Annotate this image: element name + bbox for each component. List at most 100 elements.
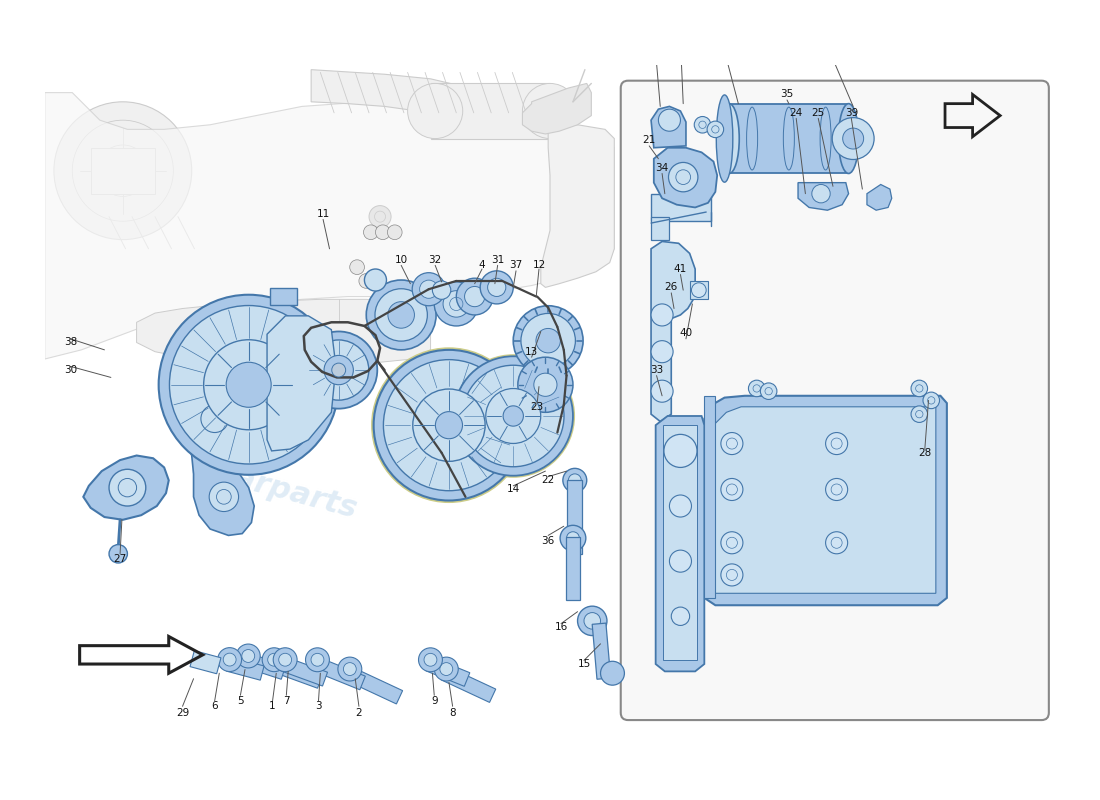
Circle shape bbox=[464, 286, 485, 306]
Polygon shape bbox=[656, 416, 704, 671]
Text: 5: 5 bbox=[238, 696, 244, 706]
Circle shape bbox=[209, 482, 239, 511]
Ellipse shape bbox=[719, 104, 739, 174]
Circle shape bbox=[350, 260, 364, 274]
Circle shape bbox=[462, 366, 564, 466]
Polygon shape bbox=[566, 538, 580, 600]
Circle shape bbox=[242, 650, 255, 662]
Circle shape bbox=[664, 434, 697, 467]
Bar bbox=[90, 148, 155, 194]
Text: 22: 22 bbox=[541, 475, 554, 486]
Circle shape bbox=[748, 380, 764, 397]
Polygon shape bbox=[867, 185, 892, 210]
Circle shape bbox=[109, 545, 128, 563]
Circle shape bbox=[560, 526, 586, 551]
Text: 7: 7 bbox=[283, 696, 289, 706]
Circle shape bbox=[366, 280, 436, 350]
Polygon shape bbox=[663, 425, 697, 660]
Polygon shape bbox=[187, 442, 254, 535]
Circle shape bbox=[375, 225, 390, 240]
Circle shape bbox=[670, 495, 692, 517]
Bar bbox=[690, 281, 708, 299]
Bar bbox=[729, 104, 848, 174]
Polygon shape bbox=[180, 378, 249, 446]
Polygon shape bbox=[541, 125, 614, 287]
Circle shape bbox=[486, 389, 541, 443]
Circle shape bbox=[694, 117, 711, 133]
Polygon shape bbox=[270, 288, 297, 305]
Circle shape bbox=[388, 302, 415, 328]
Circle shape bbox=[563, 468, 586, 492]
Circle shape bbox=[671, 607, 690, 626]
Polygon shape bbox=[136, 299, 430, 366]
Circle shape bbox=[911, 406, 927, 422]
Circle shape bbox=[720, 478, 742, 501]
Text: 30: 30 bbox=[64, 365, 77, 375]
Circle shape bbox=[384, 360, 515, 490]
Text: 41: 41 bbox=[674, 264, 688, 274]
Text: since1981: since1981 bbox=[210, 314, 339, 366]
Circle shape bbox=[812, 185, 830, 203]
Circle shape bbox=[707, 121, 724, 138]
Bar bbox=[704, 396, 715, 598]
Polygon shape bbox=[267, 316, 336, 451]
Text: 36: 36 bbox=[541, 536, 554, 546]
Circle shape bbox=[262, 648, 286, 672]
Ellipse shape bbox=[716, 95, 733, 182]
Circle shape bbox=[332, 363, 345, 377]
Circle shape bbox=[481, 271, 514, 304]
Circle shape bbox=[659, 109, 681, 131]
Circle shape bbox=[359, 274, 374, 288]
Circle shape bbox=[375, 289, 428, 341]
Circle shape bbox=[578, 606, 607, 635]
Circle shape bbox=[503, 406, 524, 426]
Circle shape bbox=[412, 389, 485, 462]
Text: 34: 34 bbox=[656, 163, 669, 173]
Circle shape bbox=[670, 550, 692, 572]
Text: 35: 35 bbox=[780, 90, 793, 99]
Text: 12: 12 bbox=[532, 260, 546, 270]
Circle shape bbox=[311, 654, 323, 666]
Circle shape bbox=[418, 648, 442, 672]
Text: 8: 8 bbox=[449, 708, 455, 718]
Circle shape bbox=[826, 433, 848, 454]
Circle shape bbox=[651, 380, 673, 402]
Circle shape bbox=[408, 83, 463, 138]
Circle shape bbox=[343, 662, 356, 675]
Bar bbox=[430, 83, 550, 138]
Text: 4: 4 bbox=[478, 260, 485, 270]
Circle shape bbox=[363, 225, 378, 240]
Circle shape bbox=[109, 470, 146, 506]
Polygon shape bbox=[798, 182, 848, 210]
Text: 11: 11 bbox=[317, 209, 330, 219]
Text: 2: 2 bbox=[355, 708, 362, 718]
Text: 6: 6 bbox=[211, 702, 218, 711]
Polygon shape bbox=[651, 106, 686, 148]
Text: 38: 38 bbox=[64, 338, 77, 347]
FancyBboxPatch shape bbox=[620, 81, 1048, 720]
Circle shape bbox=[434, 282, 478, 326]
Text: since1981: since1981 bbox=[750, 421, 846, 462]
Text: 28: 28 bbox=[918, 448, 932, 458]
Circle shape bbox=[387, 225, 403, 240]
Polygon shape bbox=[311, 70, 536, 130]
Polygon shape bbox=[84, 455, 168, 520]
Circle shape bbox=[521, 314, 575, 368]
Text: 24: 24 bbox=[790, 108, 803, 118]
Polygon shape bbox=[441, 666, 496, 702]
Circle shape bbox=[720, 433, 742, 454]
Circle shape bbox=[692, 282, 706, 298]
Circle shape bbox=[436, 412, 462, 438]
Circle shape bbox=[923, 392, 939, 409]
Circle shape bbox=[309, 340, 368, 400]
Text: 27: 27 bbox=[113, 554, 127, 564]
Text: 21: 21 bbox=[642, 135, 656, 146]
Text: 13: 13 bbox=[525, 346, 538, 357]
Circle shape bbox=[843, 128, 864, 149]
Circle shape bbox=[169, 306, 328, 464]
Polygon shape bbox=[314, 658, 365, 690]
Text: 25: 25 bbox=[812, 108, 825, 118]
Polygon shape bbox=[270, 657, 322, 688]
Circle shape bbox=[826, 478, 848, 501]
Circle shape bbox=[826, 532, 848, 554]
